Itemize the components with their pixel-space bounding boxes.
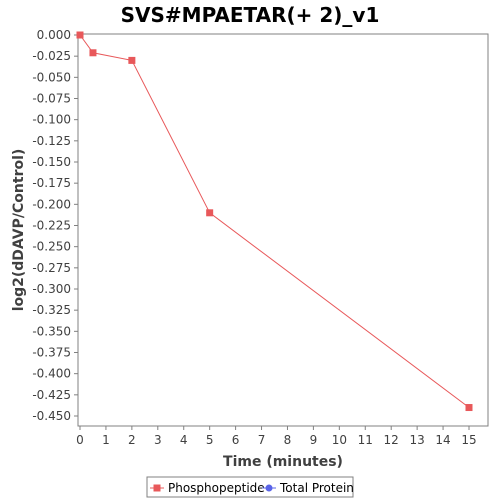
- legend-box: [146, 476, 354, 498]
- data-point: [76, 31, 84, 39]
- x-tick-label: 11: [358, 433, 373, 447]
- y-tick-label: -0.325: [32, 303, 71, 317]
- data-point: [128, 56, 136, 64]
- x-tick-label: 1: [102, 433, 110, 447]
- x-tick-label: 6: [232, 433, 240, 447]
- y-axis-label: log2(dDAVP/Control): [11, 149, 27, 312]
- data-point: [465, 404, 473, 412]
- y-tick-label: -0.225: [32, 219, 71, 233]
- y-tick-label: -0.125: [32, 134, 71, 148]
- x-tick-label: 15: [461, 433, 476, 447]
- y-tick-label: -0.350: [32, 324, 71, 338]
- x-axis: 0 1 2 3 4 5 6 7 8 9 10 11 12 13 14 15: [76, 426, 477, 447]
- y-tick-label: -0.200: [32, 197, 71, 211]
- x-tick-label: 2: [128, 433, 136, 447]
- y-tick-label: -0.275: [32, 261, 71, 275]
- y-tick-label: -0.025: [32, 49, 71, 63]
- y-tick-label: -0.150: [32, 155, 71, 169]
- x-tick-label: 3: [154, 433, 162, 447]
- x-tick-label: 5: [206, 433, 214, 447]
- y-tick-label: 0.000: [37, 28, 71, 42]
- y-tick-label: -0.050: [32, 70, 71, 84]
- plot-area: [77, 33, 489, 427]
- legend: Phosphopeptide Total Protein: [146, 476, 354, 498]
- data-point: [89, 49, 97, 57]
- y-tick-label: -0.375: [32, 346, 71, 360]
- y-axis: 0.000 -0.025 -0.050 -0.075 -0.100 -0.125 -0.15…: [32, 28, 78, 423]
- x-tick-label: 4: [180, 433, 188, 447]
- y-tick-label: -0.425: [32, 388, 71, 402]
- x-tick-label: 8: [284, 433, 292, 447]
- x-tick-label: 7: [258, 433, 266, 447]
- y-tick-label: -0.250: [32, 240, 71, 254]
- x-tick-label: 14: [435, 433, 450, 447]
- legend-marker-total-protein: [265, 484, 273, 492]
- chart-title: SVS#MPAETAR(+ 2)_v1: [121, 3, 380, 27]
- y-tick-label: -0.300: [32, 282, 71, 296]
- y-tick-label: -0.450: [32, 409, 71, 423]
- x-tick-label: 12: [384, 433, 399, 447]
- legend-label-phosphopeptide: Phosphopeptide: [168, 481, 265, 495]
- y-tick-label: -0.400: [32, 367, 71, 381]
- x-tick-label: 0: [76, 433, 84, 447]
- x-tick-label: 9: [310, 433, 318, 447]
- x-axis-label: Time (minutes): [223, 454, 343, 470]
- y-tick-label: -0.100: [32, 113, 71, 127]
- x-tick-label: 10: [332, 433, 347, 447]
- y-tick-label: -0.075: [32, 92, 71, 106]
- series-layer: [76, 31, 473, 412]
- legend-label-total-protein: Total Protein: [279, 481, 354, 495]
- x-tick-label: 13: [409, 433, 424, 447]
- legend-marker-phosphopeptide: [153, 484, 161, 492]
- data-point: [206, 209, 214, 217]
- y-tick-label: -0.175: [32, 176, 71, 190]
